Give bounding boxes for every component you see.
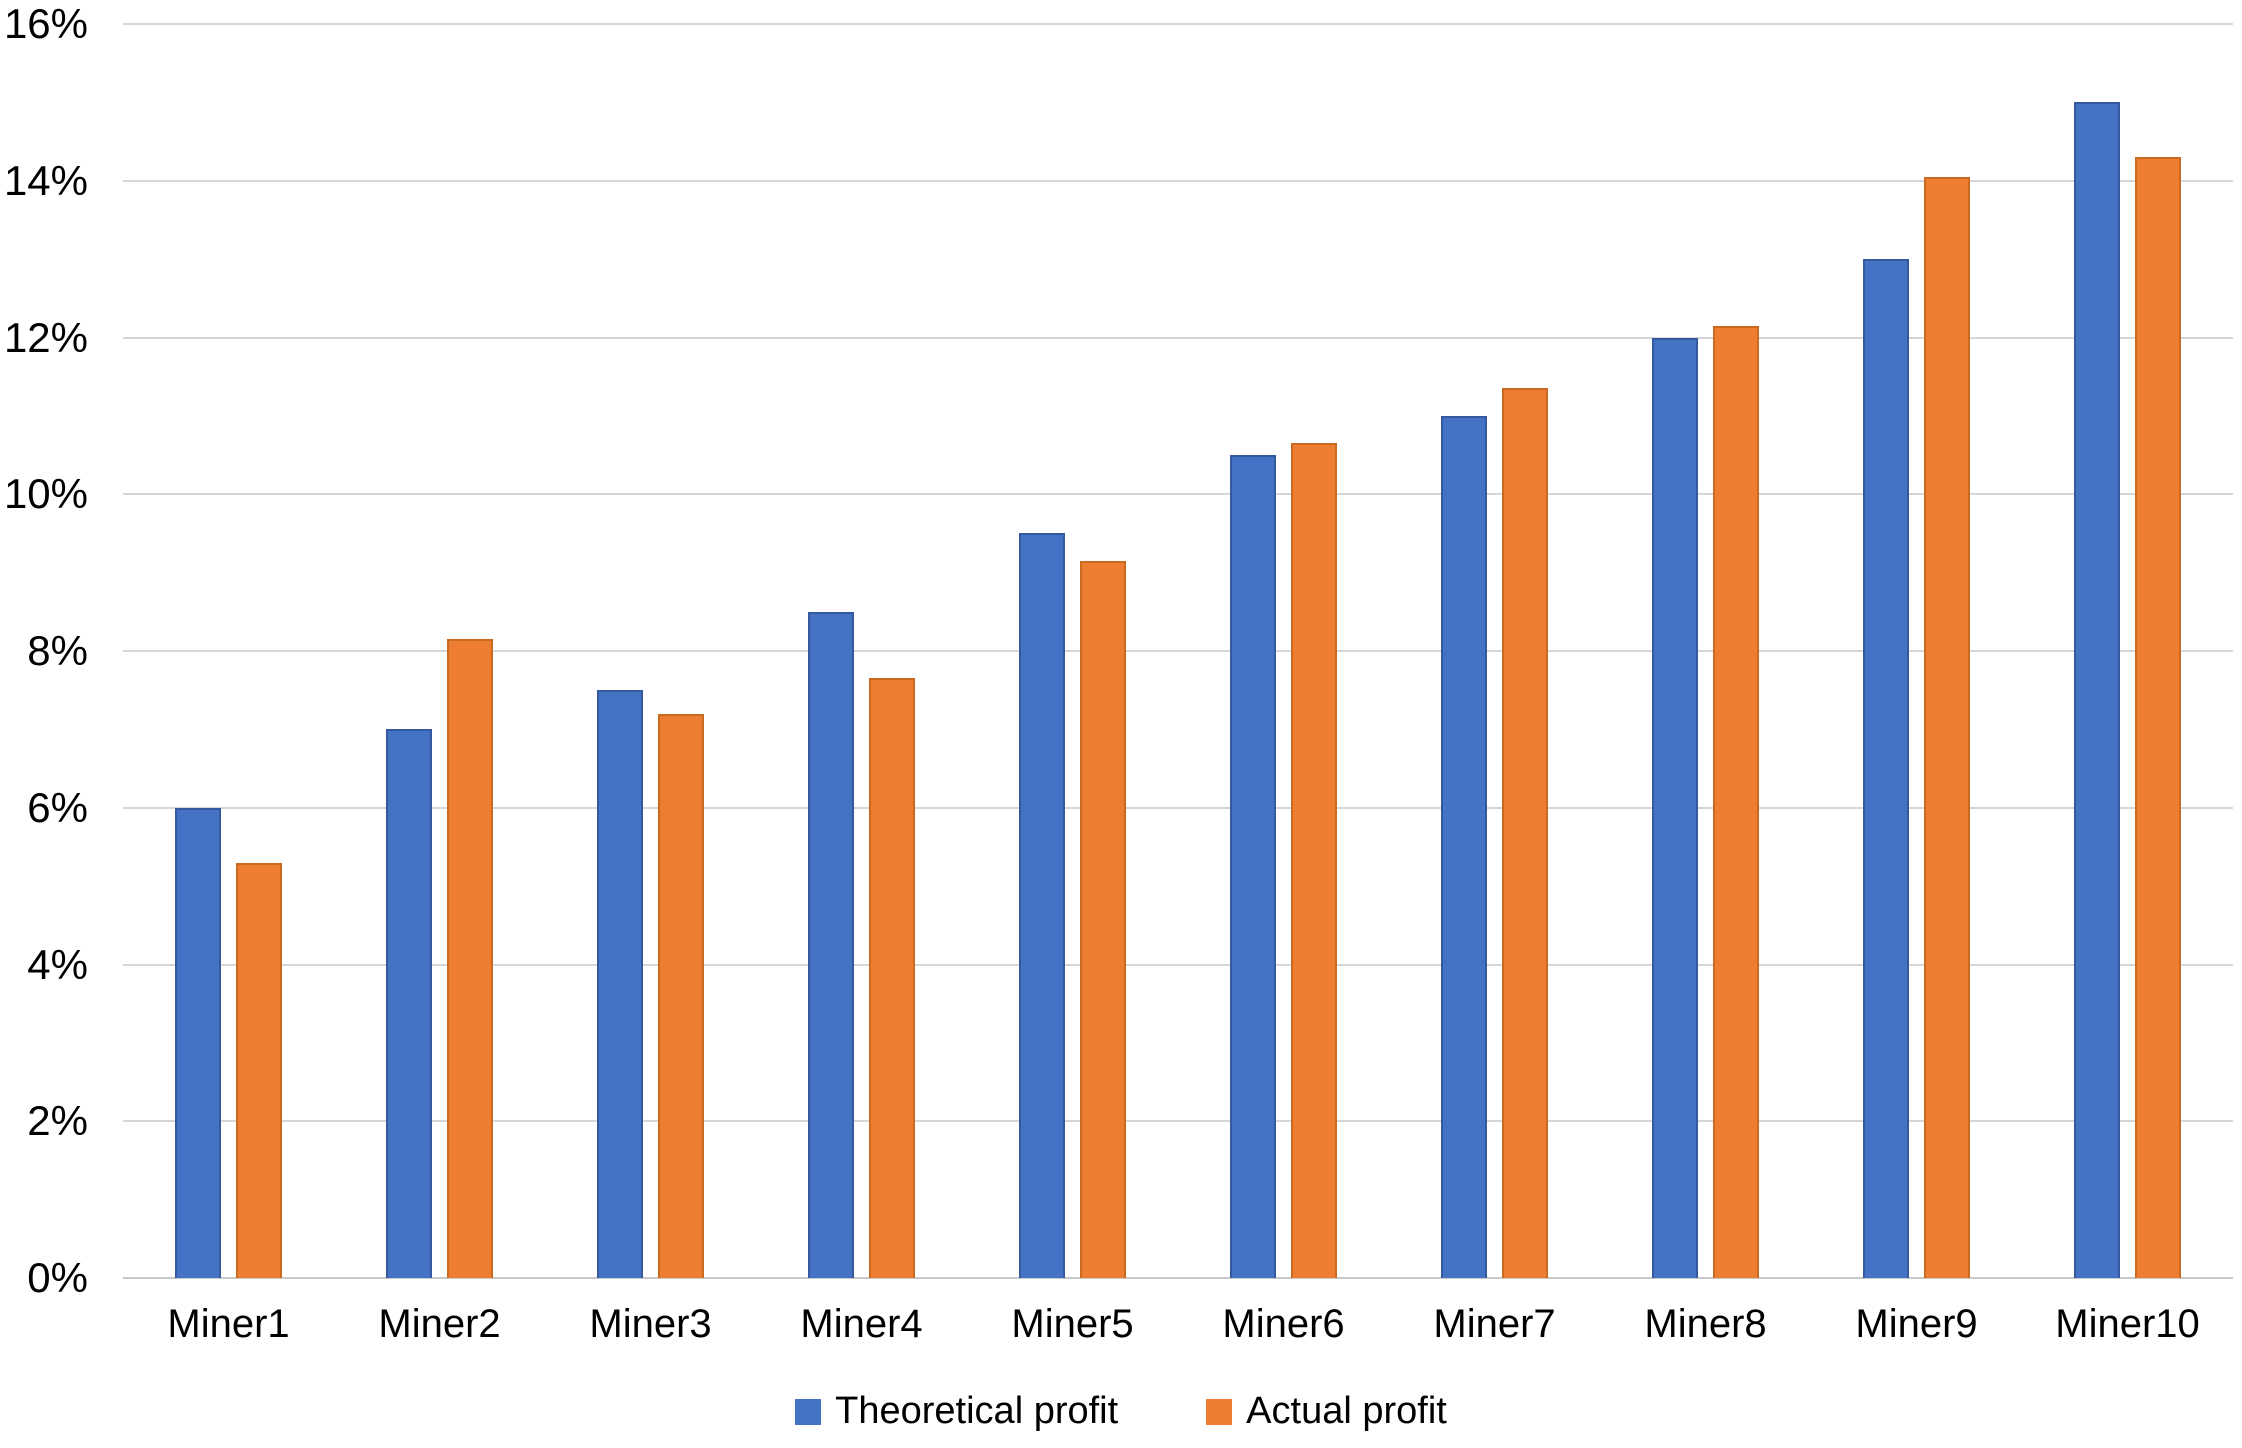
gridline — [123, 23, 2233, 25]
bar-actual-profit-miner2 — [447, 639, 493, 1278]
bar-actual-profit-miner5 — [1080, 560, 1126, 1278]
y-tick-label: 14% — [3, 156, 88, 204]
legend-swatch-icon — [795, 1398, 822, 1425]
y-tick-label: 4% — [27, 940, 88, 988]
bar-theoretical-profit-miner5 — [1019, 533, 1065, 1278]
legend-label: Actual profit — [1246, 1390, 1447, 1432]
y-tick-label: 10% — [3, 470, 88, 518]
bar-theoretical-profit-miner4 — [808, 611, 854, 1278]
bar-actual-profit-miner9 — [1924, 176, 1970, 1278]
legend-item-theoretical-profit: Theoretical profit — [795, 1390, 1118, 1433]
x-tick-label-miner4: Miner4 — [800, 1302, 923, 1346]
y-tick-label: 6% — [27, 783, 88, 831]
gridline — [123, 336, 2233, 339]
x-tick-label-miner5: Miner5 — [1011, 1302, 1134, 1346]
y-tick-label: 2% — [27, 1097, 88, 1145]
bar-theoretical-profit-miner6 — [1230, 455, 1276, 1278]
y-tick-label: 0% — [27, 1254, 88, 1301]
x-tick-label-miner8: Miner8 — [1644, 1302, 1767, 1346]
bar-actual-profit-miner7 — [1502, 388, 1548, 1278]
x-tick-label-miner7: Miner7 — [1433, 1302, 1556, 1346]
bar-actual-profit-miner4 — [869, 678, 915, 1278]
bar-actual-profit-miner8 — [1713, 325, 1759, 1278]
bar-theoretical-profit-miner9 — [1863, 259, 1909, 1278]
gridline — [123, 493, 2233, 496]
bar-theoretical-profit-miner1 — [175, 807, 221, 1278]
bar-actual-profit-miner6 — [1291, 443, 1337, 1278]
x-tick-label-miner1: Miner1 — [167, 1302, 290, 1346]
gridline — [123, 963, 2233, 966]
bar-theoretical-profit-miner3 — [597, 690, 643, 1278]
gridline — [123, 1120, 2233, 1123]
legend-swatch-icon — [1206, 1398, 1233, 1425]
x-axis-line — [123, 1277, 2233, 1279]
y-tick-label: 8% — [27, 627, 88, 674]
bar-theoretical-profit-miner7 — [1441, 415, 1487, 1278]
legend: Theoretical profit Actual profit — [0, 1390, 2242, 1433]
gridline — [123, 179, 2233, 182]
bar-theoretical-profit-miner10 — [2074, 102, 2120, 1278]
gridline — [123, 806, 2233, 809]
legend-item-actual-profit: Actual profit — [1206, 1390, 1447, 1433]
x-tick-label-miner6: Miner6 — [1222, 1302, 1345, 1346]
x-tick-label-miner3: Miner3 — [589, 1302, 712, 1346]
legend-label: Theoretical profit — [835, 1390, 1119, 1432]
x-tick-label-miner9: Miner9 — [1855, 1302, 1978, 1346]
bar-actual-profit-miner1 — [236, 862, 282, 1278]
bar-actual-profit-miner3 — [658, 713, 704, 1278]
gridline — [123, 650, 2233, 652]
y-tick-label: 12% — [3, 313, 88, 361]
bar-theoretical-profit-miner8 — [1652, 337, 1698, 1278]
plot-area — [123, 23, 2233, 1279]
bar-actual-profit-miner10 — [2135, 157, 2181, 1278]
x-tick-label-miner2: Miner2 — [378, 1302, 501, 1346]
y-tick-label: 16% — [3, 0, 88, 47]
x-tick-label-miner10: Miner10 — [2055, 1302, 2200, 1346]
bar-theoretical-profit-miner2 — [386, 729, 432, 1278]
